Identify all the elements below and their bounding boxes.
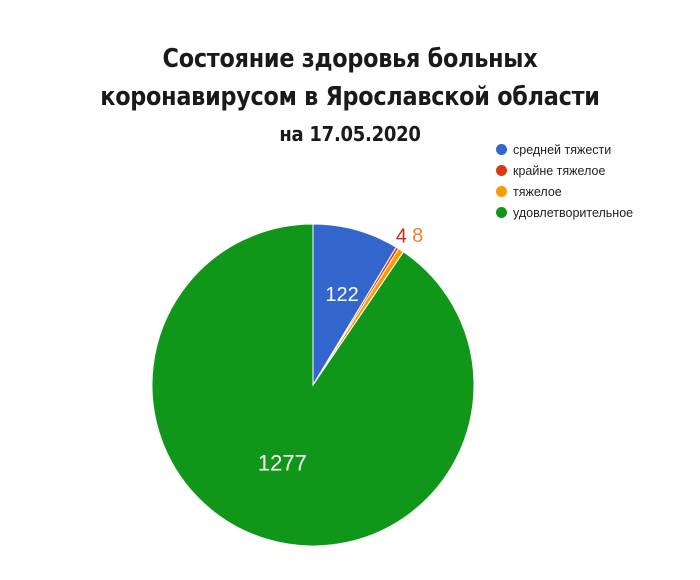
legend-label-medium: средней тяжести <box>513 142 612 157</box>
chart-title-line-2: коронавирусом в Ярославской области <box>100 82 600 112</box>
pie-slice-medium <box>312 223 397 387</box>
legend-item-satisfactory: удовлетворительное <box>496 202 633 223</box>
legend-label-satisfactory: удовлетворительное <box>513 205 634 220</box>
legend-swatch-severe <box>496 186 507 197</box>
pie-label-satisfactory: 1277 <box>258 451 307 476</box>
legend-swatch-critical <box>496 165 507 176</box>
legend-swatch-medium <box>496 144 507 155</box>
pie-label-severe: 8 <box>412 225 423 247</box>
legend-label-critical: крайне тяжелое <box>513 163 606 178</box>
legend-item-critical: крайне тяжелое <box>496 160 633 181</box>
chart-subtitle: на 17.05.2020 <box>279 122 421 146</box>
pie-label-medium: 122 <box>325 284 358 306</box>
chart-legend: средней тяжести крайне тяжелое тяжелое у… <box>496 139 633 223</box>
legend-label-severe: тяжелое <box>513 184 562 199</box>
legend-item-severe: тяжелое <box>496 181 633 202</box>
pie-slice-satisfactory <box>151 223 475 547</box>
pie-label-critical: 4 <box>396 225 407 247</box>
legend-item-medium: средней тяжести <box>496 139 633 160</box>
chart-title: Состояние здоровья больных коронавирусом… <box>0 40 700 150</box>
legend-swatch-satisfactory <box>496 207 507 218</box>
chart-title-line-1: Состояние здоровья больных <box>162 44 538 74</box>
